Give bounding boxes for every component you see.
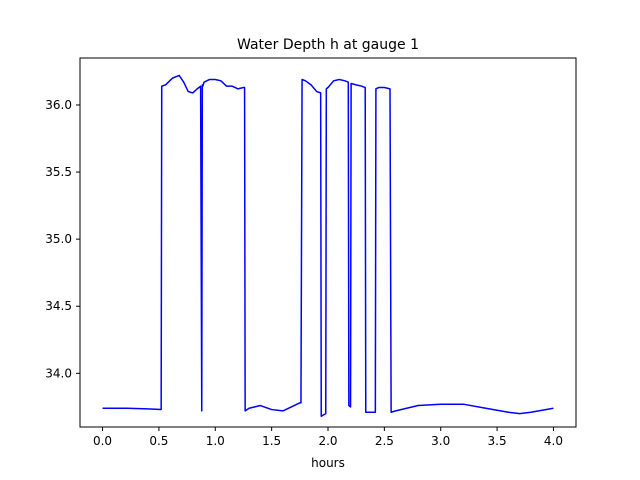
y-axis: 34.0 34.5 35.0 35.5 36.0	[45, 98, 80, 380]
plot-area	[79, 57, 577, 428]
axes-frame	[79, 57, 577, 428]
x-tick-label: 4.0	[544, 434, 563, 448]
x-tick-label: 1.0	[206, 434, 225, 448]
y-tick-label: 35.0	[45, 232, 72, 246]
x-tick-label: 0.5	[149, 434, 168, 448]
chart-title: Water Depth h at gauge 1	[237, 37, 419, 53]
x-tick-label: 3.0	[431, 434, 450, 448]
y-tick-label: 35.5	[45, 165, 72, 179]
x-axis: 0.0 0.5 1.0 1.5 2.0 2.5 3.0 3.5 4.0	[93, 427, 563, 448]
x-tick-label: 2.5	[375, 434, 394, 448]
y-tick-label: 34.5	[45, 299, 72, 313]
y-tick-label: 34.0	[45, 366, 72, 380]
series-line-water-depth	[102, 74, 554, 418]
x-tick-label: 0.0	[93, 434, 112, 448]
x-tick-label: 3.5	[488, 434, 507, 448]
x-tick-label: 1.5	[262, 434, 281, 448]
x-tick-label: 2.0	[318, 434, 337, 448]
y-tick-label: 36.0	[45, 98, 72, 112]
x-axis-label: hours	[311, 456, 345, 470]
